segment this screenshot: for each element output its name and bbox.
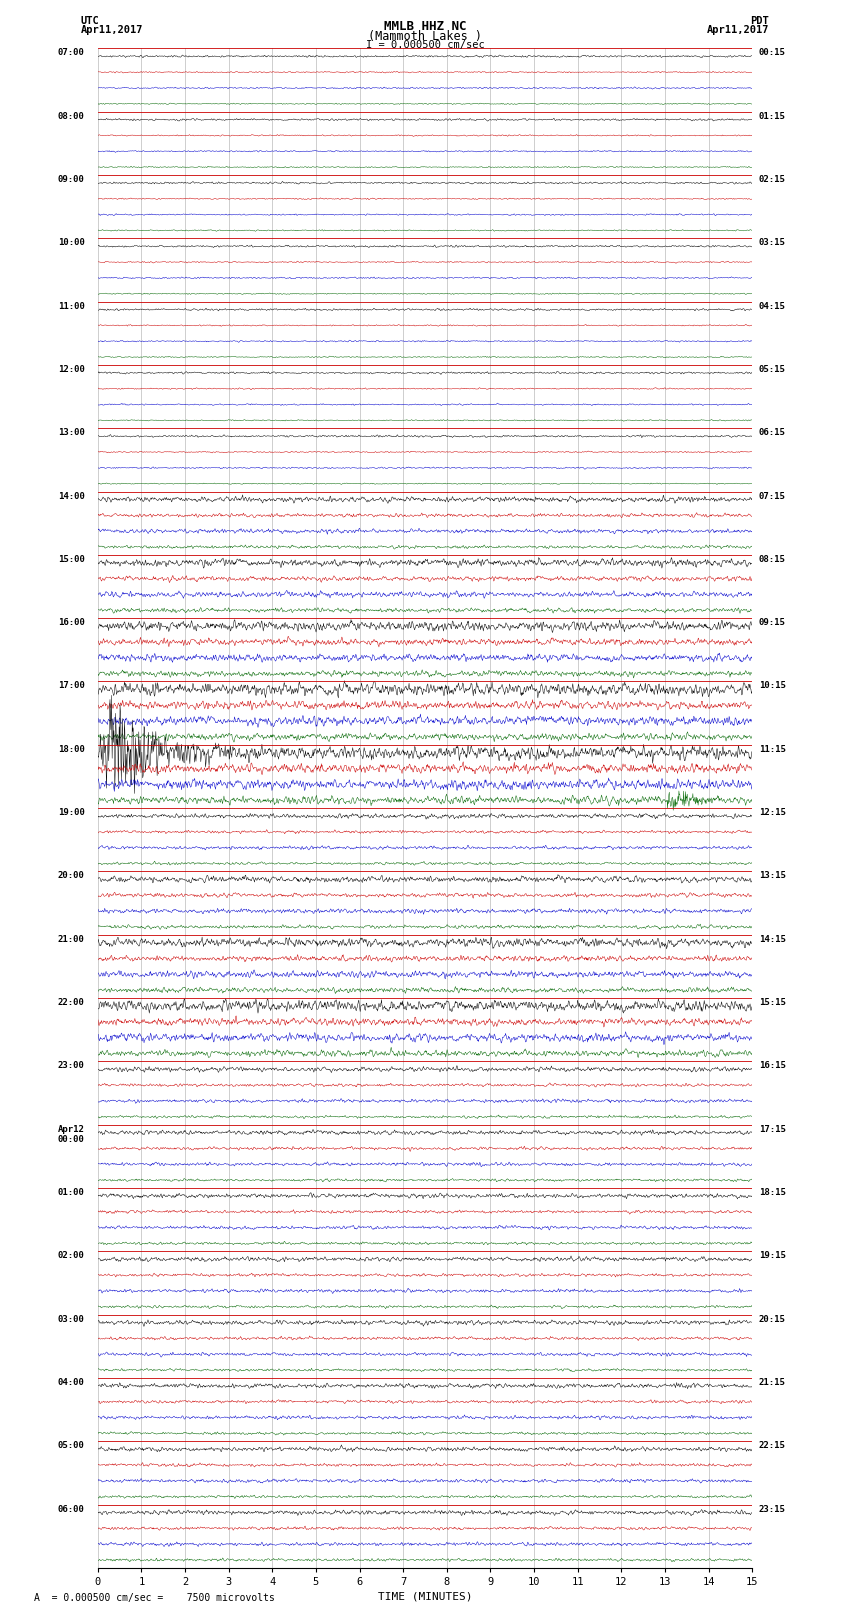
Text: PDT: PDT bbox=[751, 16, 769, 26]
Text: 21:00: 21:00 bbox=[58, 936, 85, 944]
Text: 22:00: 22:00 bbox=[58, 998, 85, 1007]
Text: 10:15: 10:15 bbox=[759, 682, 785, 690]
Text: A  = 0.000500 cm/sec =    7500 microvolts: A = 0.000500 cm/sec = 7500 microvolts bbox=[34, 1594, 275, 1603]
Text: 21:15: 21:15 bbox=[759, 1378, 785, 1387]
Text: 18:00: 18:00 bbox=[58, 745, 85, 753]
Text: 13:15: 13:15 bbox=[759, 871, 785, 881]
Text: 13:00: 13:00 bbox=[58, 429, 85, 437]
Text: 12:00: 12:00 bbox=[58, 365, 85, 374]
Text: 01:15: 01:15 bbox=[759, 111, 785, 121]
Text: Apr11,2017: Apr11,2017 bbox=[81, 24, 144, 35]
Text: 02:15: 02:15 bbox=[759, 176, 785, 184]
Text: 10:00: 10:00 bbox=[58, 239, 85, 247]
Text: 18:15: 18:15 bbox=[759, 1187, 785, 1197]
Text: 19:15: 19:15 bbox=[759, 1252, 785, 1260]
Text: 08:00: 08:00 bbox=[58, 111, 85, 121]
Text: 14:15: 14:15 bbox=[759, 936, 785, 944]
Text: UTC: UTC bbox=[81, 16, 99, 26]
Text: 05:15: 05:15 bbox=[759, 365, 785, 374]
Text: 01:00: 01:00 bbox=[58, 1187, 85, 1197]
Text: 03:00: 03:00 bbox=[58, 1315, 85, 1324]
Text: 06:00: 06:00 bbox=[58, 1505, 85, 1513]
Text: 15:00: 15:00 bbox=[58, 555, 85, 565]
Text: 17:15: 17:15 bbox=[759, 1124, 785, 1134]
Text: 20:00: 20:00 bbox=[58, 871, 85, 881]
Text: 16:00: 16:00 bbox=[58, 618, 85, 627]
Text: 04:00: 04:00 bbox=[58, 1378, 85, 1387]
Text: 09:15: 09:15 bbox=[759, 618, 785, 627]
Text: 06:15: 06:15 bbox=[759, 429, 785, 437]
Text: 02:00: 02:00 bbox=[58, 1252, 85, 1260]
Text: 07:00: 07:00 bbox=[58, 48, 85, 58]
X-axis label: TIME (MINUTES): TIME (MINUTES) bbox=[377, 1590, 473, 1602]
Text: 23:15: 23:15 bbox=[759, 1505, 785, 1513]
Text: 12:15: 12:15 bbox=[759, 808, 785, 818]
Text: 03:15: 03:15 bbox=[759, 239, 785, 247]
Text: I = 0.000500 cm/sec: I = 0.000500 cm/sec bbox=[366, 39, 484, 50]
Text: 00:15: 00:15 bbox=[759, 48, 785, 58]
Text: MMLB HHZ NC: MMLB HHZ NC bbox=[383, 19, 467, 34]
Text: 08:15: 08:15 bbox=[759, 555, 785, 565]
Text: 19:00: 19:00 bbox=[58, 808, 85, 818]
Text: (Mammoth Lakes ): (Mammoth Lakes ) bbox=[368, 31, 482, 44]
Text: 05:00: 05:00 bbox=[58, 1442, 85, 1450]
Text: 15:15: 15:15 bbox=[759, 998, 785, 1007]
Text: 22:15: 22:15 bbox=[759, 1442, 785, 1450]
Text: 04:15: 04:15 bbox=[759, 302, 785, 311]
Text: 23:00: 23:00 bbox=[58, 1061, 85, 1071]
Text: 11:00: 11:00 bbox=[58, 302, 85, 311]
Text: 07:15: 07:15 bbox=[759, 492, 785, 500]
Text: 20:15: 20:15 bbox=[759, 1315, 785, 1324]
Text: Apr12
00:00: Apr12 00:00 bbox=[58, 1124, 85, 1144]
Text: 09:00: 09:00 bbox=[58, 176, 85, 184]
Text: 14:00: 14:00 bbox=[58, 492, 85, 500]
Text: Apr11,2017: Apr11,2017 bbox=[706, 24, 769, 35]
Text: 17:00: 17:00 bbox=[58, 682, 85, 690]
Text: 11:15: 11:15 bbox=[759, 745, 785, 753]
Text: 16:15: 16:15 bbox=[759, 1061, 785, 1071]
